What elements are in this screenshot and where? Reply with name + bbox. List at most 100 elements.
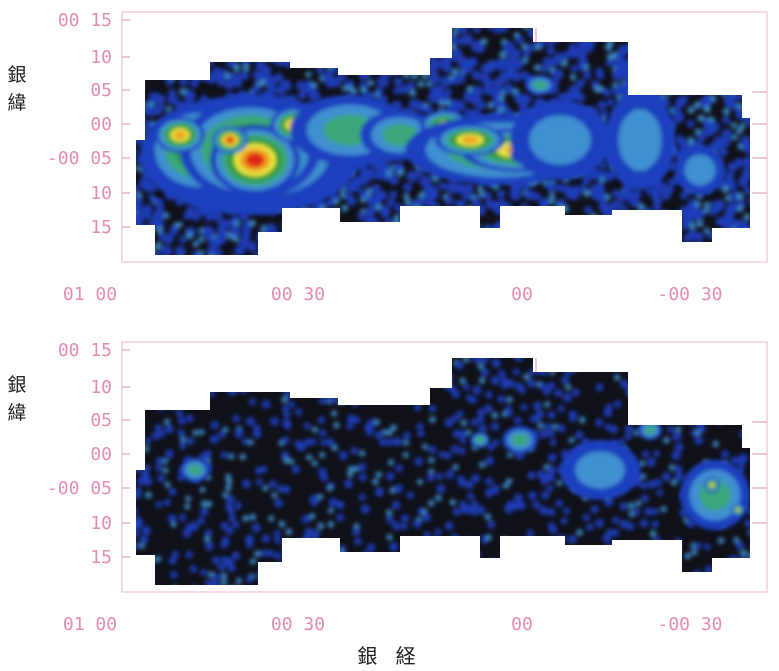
bottom-noise-cell (326, 484, 334, 492)
bottom-noise-cell (185, 359, 192, 367)
bottom-noise-cell (632, 411, 641, 420)
bottom-y-tick-label: 15 (90, 547, 112, 568)
bottom-noise-cell (396, 358, 404, 361)
top-noise-cell (163, 50, 172, 59)
bottom-noise-cell (233, 358, 242, 364)
top-map-region (136, 28, 759, 255)
top-noise-cell (598, 240, 605, 247)
bottom-noise-cell (157, 402, 166, 412)
bottom-noise-cell (297, 365, 307, 375)
bottom-noise-cell (128, 405, 136, 413)
bottom-noise-cell (421, 578, 430, 585)
top-noise-cell (731, 245, 742, 255)
bottom-noise-cell (478, 461, 486, 469)
top-noise-cell (507, 218, 514, 226)
top-noise-cell (741, 167, 750, 181)
bottom-noise-cell (444, 521, 454, 531)
top-noise-cell (476, 100, 487, 110)
bottom-noise-cell (564, 559, 572, 566)
bottom-noise-cell (713, 387, 723, 397)
top-noise-cell (523, 189, 535, 201)
bottom-noise-cell (647, 386, 655, 395)
top-noise-cell (386, 227, 398, 238)
bottom-noise-cell (282, 485, 291, 494)
top-noise-cell (583, 64, 590, 71)
bottom-noise-cell (217, 431, 226, 439)
top-noise-cell (569, 31, 580, 41)
top-noise-cell (503, 210, 516, 223)
bottom-noise-cell (543, 557, 552, 565)
top-noise-cell (483, 78, 493, 89)
top-noise-cell (366, 187, 374, 195)
top-noise-cell (392, 28, 405, 32)
bottom-noise-cell (527, 471, 536, 480)
bottom-noise-cell (204, 529, 213, 538)
top-noise-cell (542, 57, 554, 68)
top-noise-cell (707, 231, 716, 240)
bottom-noise-cell (456, 555, 464, 562)
top-noise-cell (535, 226, 543, 233)
bottom-noise-cell (154, 424, 163, 432)
top-noise-cell (141, 230, 152, 241)
bottom-noise-cell (633, 508, 641, 516)
top-noise-cell (492, 234, 501, 244)
bottom-noise-cell (568, 577, 579, 585)
top-noise-cell (400, 37, 407, 45)
bottom-noise-cell (420, 556, 429, 565)
bottom-noise-cell (476, 505, 486, 515)
bottom-x-tick-label: 00 (511, 614, 533, 635)
top-noise-cell (534, 43, 542, 51)
top-noise-cell (282, 58, 293, 68)
bottom-noise-cell (518, 386, 527, 394)
bottom-noise-cell (641, 450, 650, 458)
bottom-noise-cell (702, 575, 711, 583)
bottom-noise-cell (547, 508, 556, 517)
top-noise-cell (589, 167, 602, 181)
bottom-noise-cell (666, 379, 674, 387)
bottom-noise-cell (249, 558, 257, 565)
top-noise-cell (160, 65, 172, 77)
top-noise-cell (583, 205, 593, 215)
top-noise-cell (283, 249, 291, 255)
top-noise-cell (261, 54, 269, 61)
top-emission-level (529, 115, 591, 165)
top-noise-cell (308, 90, 321, 103)
top-noise-cell (294, 254, 307, 255)
bottom-noise-cell (164, 424, 174, 434)
bottom-noise-cell (212, 573, 220, 581)
top-noise-cell (136, 83, 144, 96)
top-noise-cell (468, 57, 479, 68)
bottom-noise-cell (474, 551, 482, 559)
bottom-noise-cell (248, 398, 257, 406)
top-noise-cell (280, 242, 290, 251)
top-noise-cell (427, 47, 440, 60)
top-noise-cell (703, 201, 711, 209)
top-noise-cell (428, 58, 437, 68)
bottom-noise-cell (519, 546, 529, 557)
bottom-noise-cell (683, 366, 691, 374)
bottom-noise-cell (220, 541, 228, 549)
top-noise-cell (750, 51, 759, 60)
top-noise-cell (723, 28, 731, 30)
bottom-noise-cell (261, 399, 271, 409)
bottom-noise-cell (532, 500, 541, 509)
top-noise-cell (414, 64, 424, 74)
top-noise-cell (737, 28, 747, 32)
bottom-noise-cell (539, 382, 547, 391)
top-noise-cell (136, 218, 144, 230)
top-noise-cell (742, 156, 750, 169)
top-noise-cell (407, 36, 418, 47)
bottom-noise-cell (436, 472, 444, 480)
bottom-noise-cell (211, 582, 220, 585)
top-noise-cell (430, 252, 439, 255)
bottom-noise-cell (635, 388, 642, 395)
top-noise-cell (266, 84, 276, 95)
top-noise-cell (686, 245, 697, 255)
bottom-noise-cell (644, 392, 654, 403)
bottom-noise-cell (371, 478, 379, 486)
top-noise-cell (713, 72, 726, 84)
bottom-noise-cell (442, 370, 449, 377)
bottom-noise-cell (703, 543, 711, 551)
top-noise-cell (366, 56, 378, 68)
bottom-noise-cell (239, 453, 247, 461)
